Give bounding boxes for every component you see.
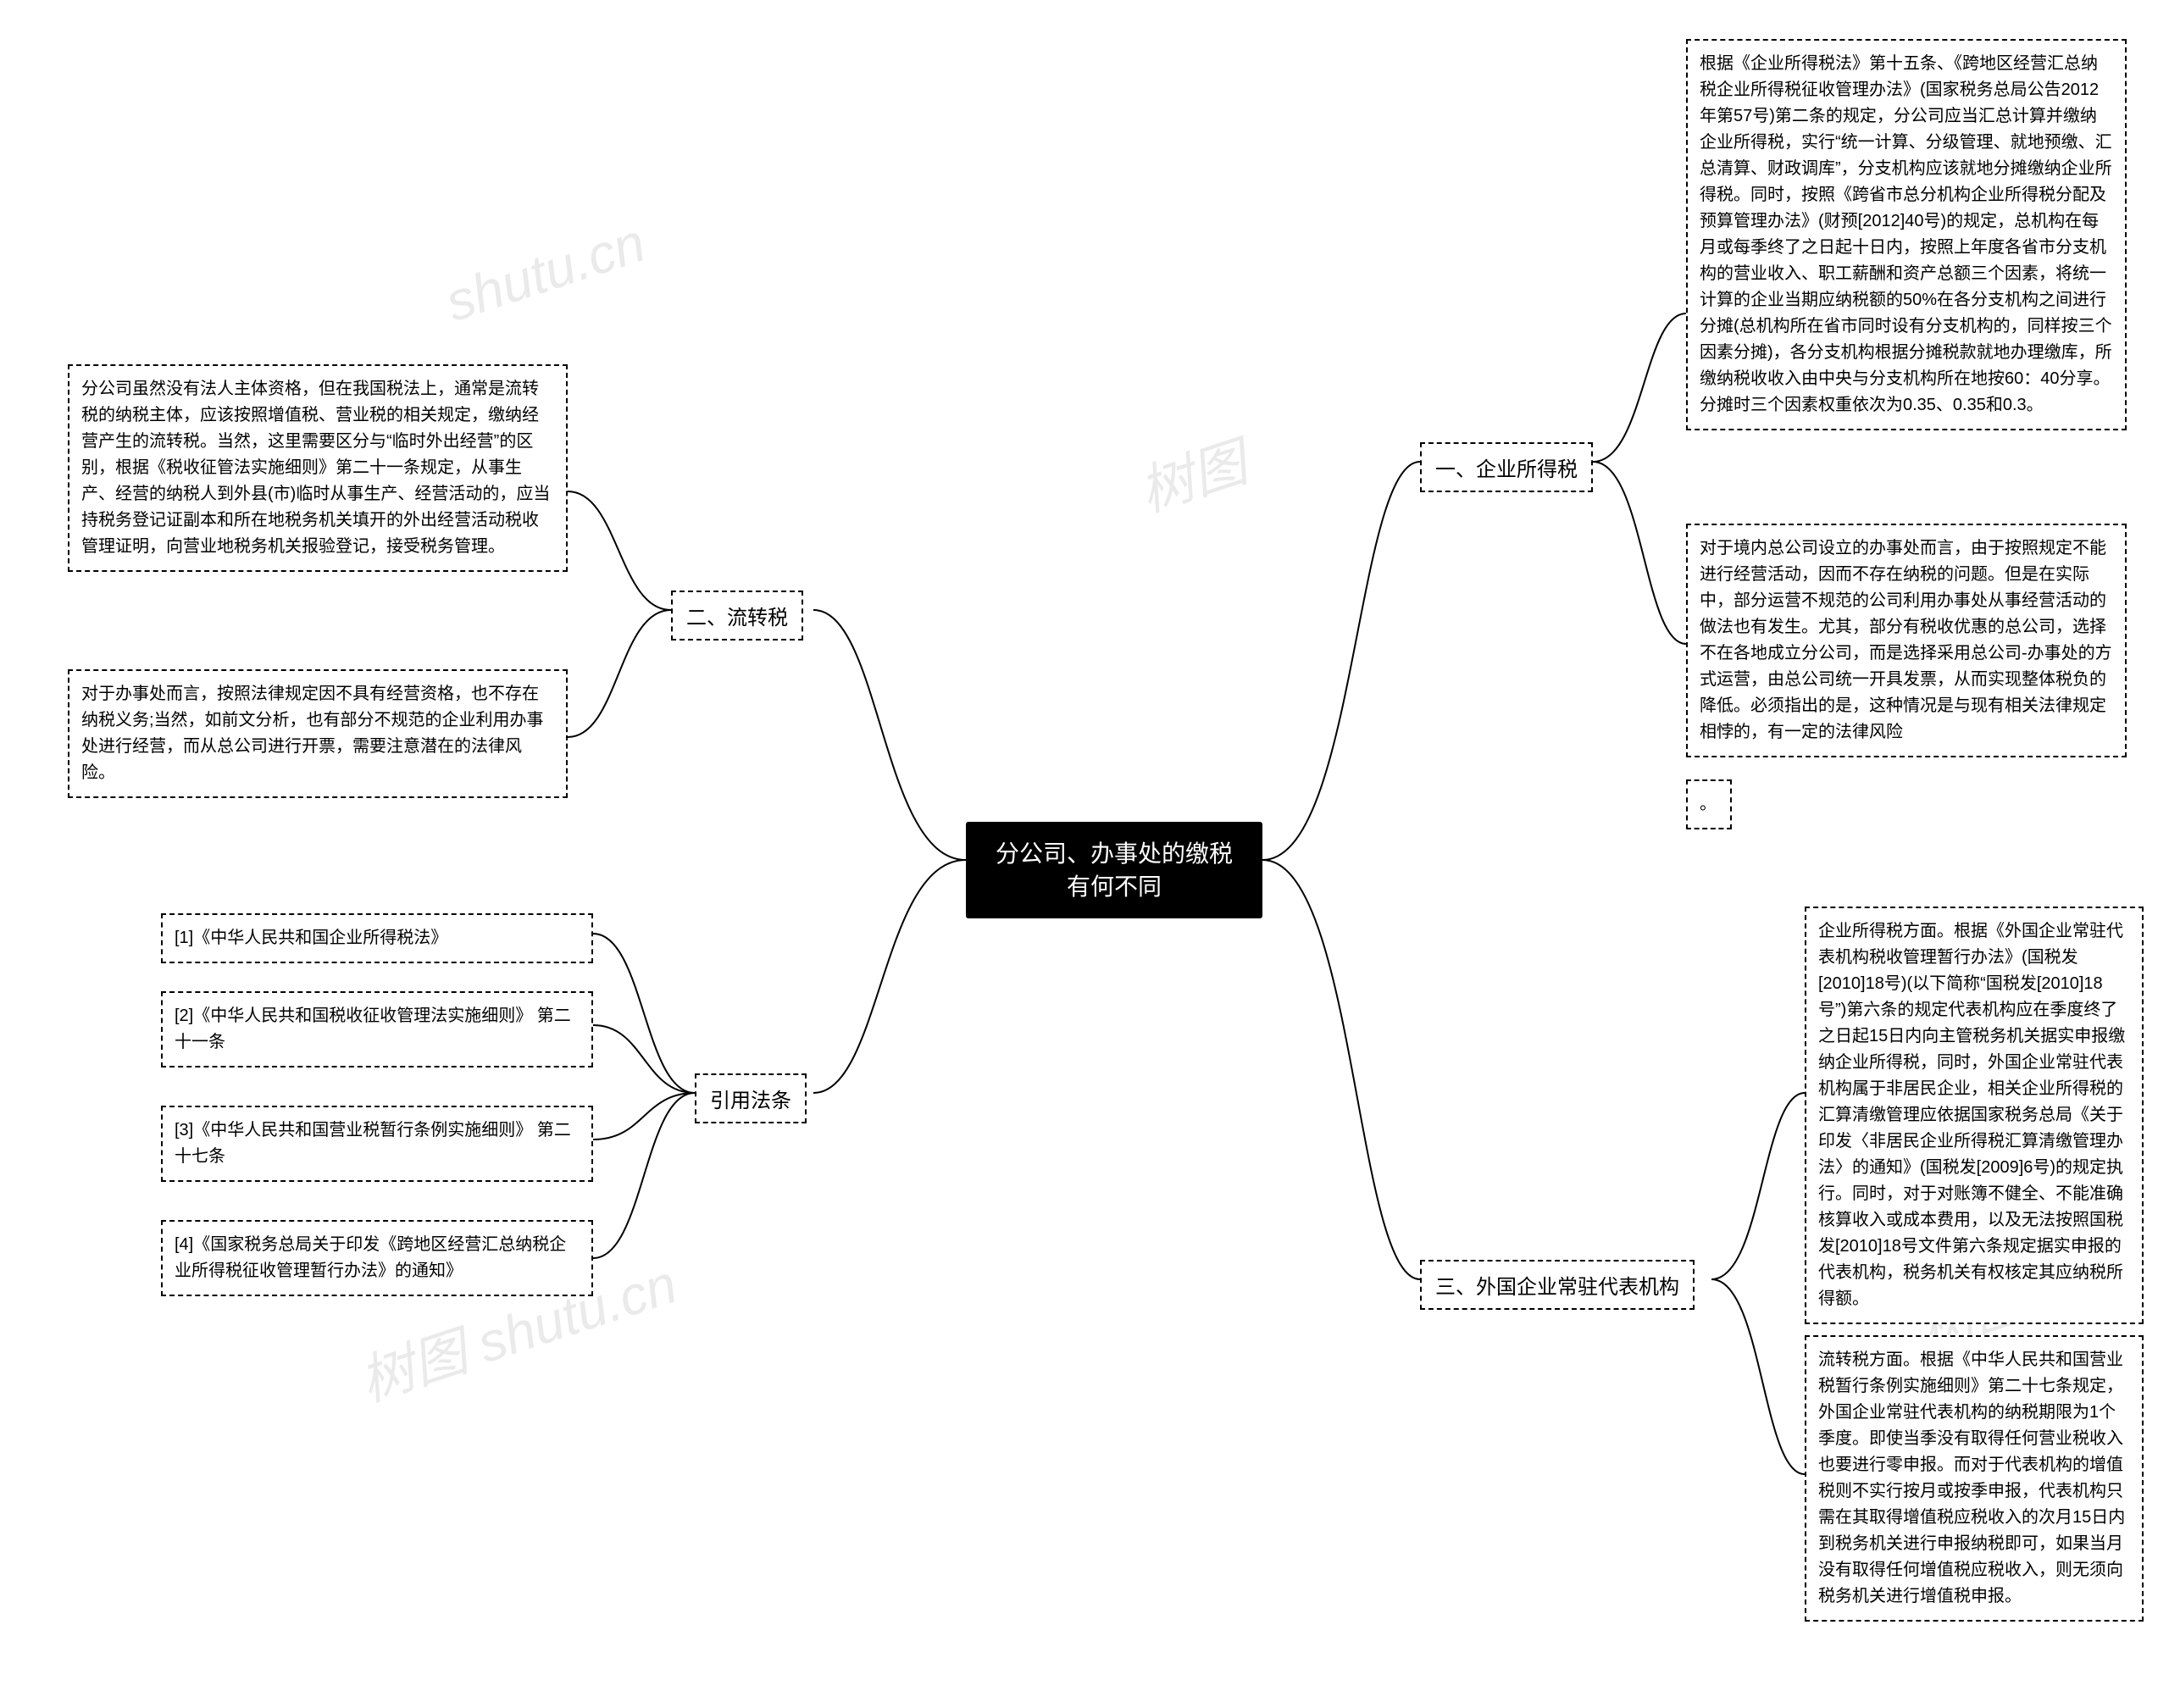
branch-enterprise-income-tax: 一、企业所得税	[1420, 442, 1593, 492]
branch-turnover-tax: 二、流转税	[671, 591, 803, 640]
watermark: shutu.cn	[438, 211, 652, 334]
leaf-law-4: [4]《国家税务总局关于印发《跨地区经营汇总纳税企业所得税征收管理暂行办法》的通…	[161, 1220, 593, 1296]
leaf-enterprise-income-tax-3: 。	[1686, 779, 1732, 829]
leaf-law-2: [2]《中华人民共和国税收征收管理法实施细则》 第二十一条	[161, 991, 593, 1068]
watermark: 树图	[1129, 419, 1256, 527]
leaf-law-1: [1]《中华人民共和国企业所得税法》	[161, 913, 593, 963]
leaf-enterprise-income-tax-2: 对于境内总公司设立的办事处而言，由于按照规定不能进行经营活动，因而不存在纳税的问…	[1686, 524, 2127, 757]
leaf-turnover-1: 分公司虽然没有法人主体资格，但在我国税法上，通常是流转税的纳税主体，应该按照增值…	[68, 364, 568, 572]
leaf-enterprise-income-tax-1: 根据《企业所得税法》第十五条、《跨地区经营汇总纳税企业所得税征收管理办法》(国家…	[1686, 39, 2127, 430]
root-node: 分公司、办事处的缴税有何不同	[966, 822, 1262, 918]
leaf-turnover-2: 对于办事处而言，按照法律规定因不具有经营资格，也不存在纳税义务;当然，如前文分析…	[68, 669, 568, 798]
branch-foreign-rep-office: 三、外国企业常驻代表机构	[1420, 1260, 1695, 1310]
leaf-foreign-rep-2: 流转税方面。根据《中华人民共和国营业税暂行条例实施细则》第二十七条规定，外国企业…	[1805, 1335, 2144, 1622]
branch-cited-laws: 引用法条	[695, 1073, 807, 1123]
leaf-law-3: [3]《中华人民共和国营业税暂行条例实施细则》 第二十七条	[161, 1106, 593, 1182]
leaf-foreign-rep-1: 企业所得税方面。根据《外国企业常驻代表机构税收管理暂行办法》(国税发[2010]…	[1805, 907, 2144, 1324]
